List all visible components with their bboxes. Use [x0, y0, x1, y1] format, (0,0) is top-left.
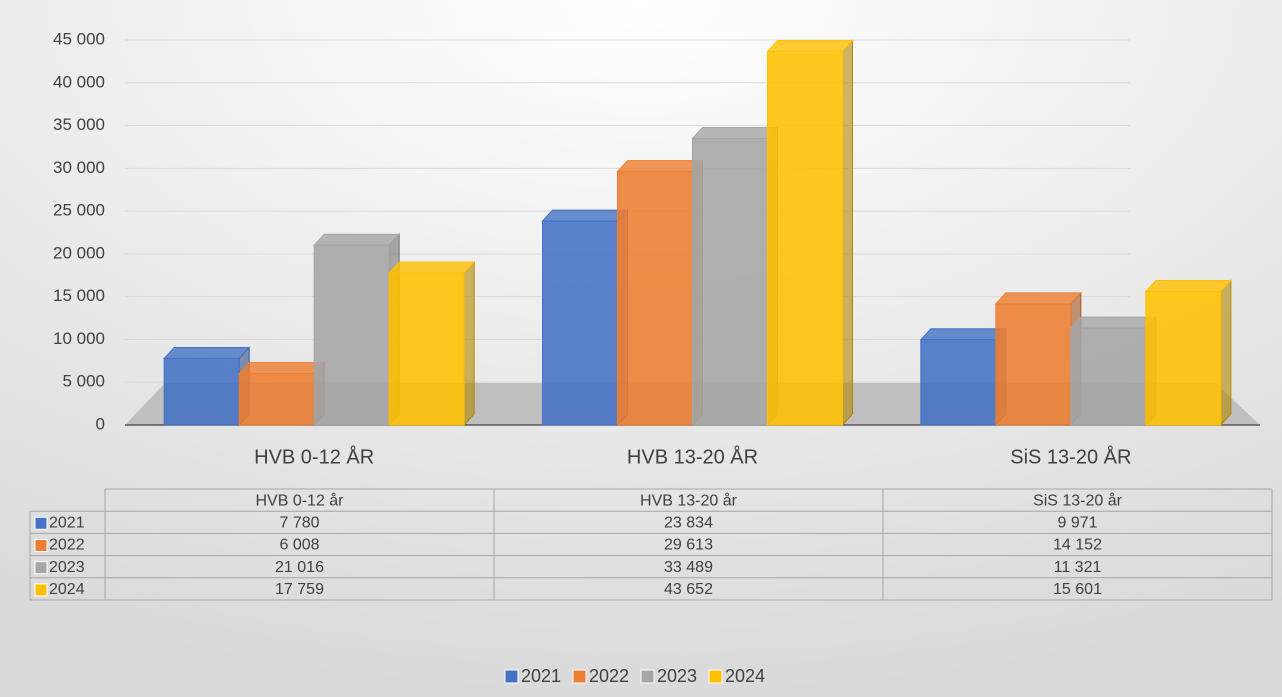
table-cell: 17 759 — [275, 581, 324, 598]
legend-label: 2023 — [657, 666, 697, 686]
bar — [542, 220, 618, 426]
bar — [163, 357, 240, 426]
bar — [920, 339, 997, 426]
bar-top — [766, 40, 854, 53]
table-cell: 14 152 — [1053, 537, 1102, 554]
table-legend-key — [34, 583, 48, 597]
legend-key — [708, 669, 723, 684]
bar-top — [616, 160, 704, 173]
table-header: SiS 13-20 år — [1033, 491, 1123, 509]
y-tick-label: 15 000 — [53, 286, 105, 305]
table-legend-key — [34, 539, 48, 552]
y-tick-label: 35 000 — [53, 115, 105, 134]
table-legend-key — [34, 561, 48, 575]
table-cell: 7 780 — [279, 515, 319, 532]
table-row-label: 2022 — [49, 537, 85, 554]
bar-top — [919, 328, 1007, 341]
bar — [995, 303, 1072, 426]
bar-top — [1069, 316, 1157, 329]
table-header: HVB 0-12 år — [255, 491, 344, 509]
table-cell: 33 489 — [664, 559, 713, 576]
table-legend-key — [34, 516, 48, 530]
table-row-label: 2021 — [49, 515, 85, 532]
bar-top — [313, 233, 401, 246]
bar-top — [163, 346, 251, 359]
bar-top — [691, 126, 779, 139]
bar-side — [463, 260, 475, 427]
table-row-label: 2023 — [49, 559, 85, 576]
legend-label: 2022 — [589, 666, 629, 686]
x-tick-label: HVB 13-20 ÅR — [627, 445, 758, 468]
bar-side — [1220, 279, 1232, 427]
bar — [388, 272, 465, 426]
table-cell: 6 008 — [279, 537, 319, 554]
legend-key — [504, 669, 519, 684]
y-tick-label: 25 000 — [53, 201, 105, 220]
x-tick-label: SiS 13-20 ÅR — [1010, 445, 1131, 468]
legend-key — [640, 669, 655, 684]
y-tick-label: 5 000 — [62, 372, 105, 391]
table-cell: 15 601 — [1053, 581, 1102, 598]
bar — [1070, 327, 1147, 426]
y-tick-label: 45 000 — [53, 29, 105, 48]
y-tick-label: 20 000 — [53, 243, 105, 262]
y-tick-label: 40 000 — [53, 72, 105, 91]
y-tick-label: 10 000 — [53, 329, 105, 348]
bar-top — [541, 209, 629, 222]
table-cell: 29 613 — [664, 537, 713, 554]
table-header: HVB 13-20 år — [640, 491, 738, 509]
table-cell: 9 971 — [1057, 515, 1097, 532]
legend-label: 2021 — [521, 666, 561, 686]
y-tick-label: 0 — [96, 414, 105, 433]
x-tick-label: HVB 0-12 ÅR — [254, 445, 374, 468]
y-tick-label: 30 000 — [53, 158, 105, 177]
legend-key — [572, 669, 587, 684]
bar-top — [994, 292, 1082, 305]
bar — [313, 244, 390, 426]
bar — [767, 51, 843, 426]
bar-side — [842, 39, 853, 427]
bar-top — [238, 362, 326, 375]
bar-top — [388, 261, 476, 274]
table-cell: 23 834 — [664, 515, 713, 532]
bar — [617, 171, 693, 426]
table-cell: 43 652 — [664, 581, 713, 598]
legend-label: 2024 — [725, 666, 765, 686]
table-cell: 21 016 — [275, 559, 324, 576]
bar — [238, 373, 315, 426]
table-cell: 11 321 — [1054, 559, 1102, 576]
bar — [1145, 291, 1222, 426]
table-row-label: 2024 — [49, 581, 85, 598]
bar-top — [1144, 280, 1232, 293]
bar — [692, 137, 768, 426]
